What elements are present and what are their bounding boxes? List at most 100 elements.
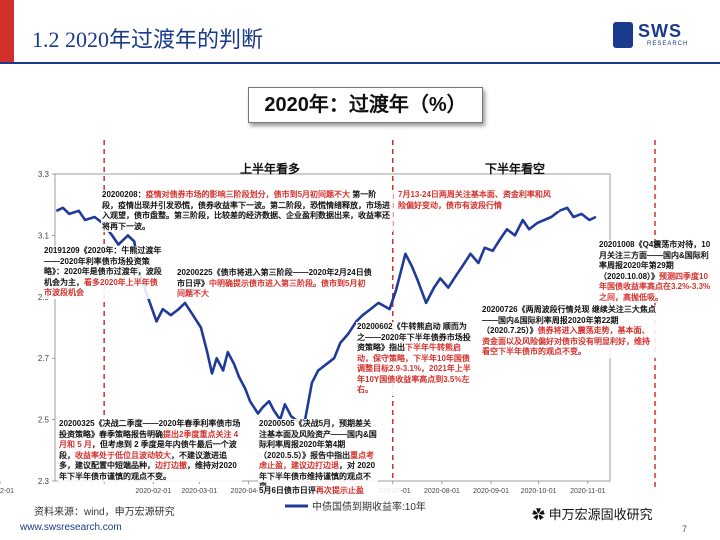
annotation-highlight: 下半年牛转熊启动，保守策略，下半年10年国债调整目标2.9-3.1%，2021年… [357,343,471,394]
annotation-highlight: 中明确提示债市进入第三阶段。债市到5月初间题不大 [177,278,366,299]
series-point [417,280,419,283]
series-point [311,382,313,384]
annotation-20191209: 20191209《2020年：牛熊过渡年——2020年利率债市场投资策略》：20… [43,246,165,299]
annotation-0506: 5月6日债市日评再次提示止盈 [258,486,400,497]
annotation-highlight: 再次提示止盈 [315,486,364,495]
series-point [268,400,270,402]
series-point [55,210,58,212]
series-point [192,314,194,316]
annotation-text: 20200726《两周波段行情兑现 继续关注三大焦点——国内&国际利率周报202… [482,305,656,335]
annotation-text: ，维持对2020年下半年债市谨慎的观点不变。 [59,461,237,481]
annotation-text: 20200208： [102,190,146,199]
annotation-text: 5月6日债市日评 [259,486,316,495]
series-point [411,265,413,267]
series-point [425,302,427,304]
series-point [362,314,364,316]
sws-logo-icon [613,22,633,48]
series-point [355,320,357,322]
series-point [262,406,264,408]
series-point [170,314,172,316]
annotation-text: 20201008《Q4震荡市对待，10月关注三方面——国内&国际利率周报2020… [599,240,711,281]
annotation-20200726: 20200726《两周波段行情兑现 继续关注三大焦点——国内&国际利率周报202… [481,305,657,358]
logo-subtext: RESEARCH [647,41,689,47]
x-tick-label: 2020-02-01 [135,488,171,495]
chart-title-box: 2020年：过渡年（%） [248,87,483,123]
series-point [506,228,508,230]
series-point [499,237,502,240]
annotation-text: 20191209《2020年：牛熊过渡年——2020年利率债市场投资策略》：20… [44,246,162,287]
x-tick-label: 2020-09-01 [473,488,509,495]
series-point [447,286,449,289]
series-point [404,253,407,255]
series-point [94,216,96,218]
annotation-highlight: 预测四季度10年国债收益率高点在3.2%-3.3%之间， [599,271,711,302]
x-tick-label: 2020-10-01 [521,488,557,495]
series-point [339,342,342,344]
second-half-label: 下半年看空 [485,162,546,176]
series-point [273,409,275,411]
series-point [257,412,259,415]
annotation-highlight: 提出2季度重点关注 4月和 5 月 [59,429,239,450]
series-point [566,207,568,209]
wechat-label: ✿ 申万宏源固收研究 [532,507,653,522]
series-point [461,265,464,267]
annotation-highlight: 重点考虑止盈，建议边打边退 [259,450,375,471]
series-point [127,234,129,236]
annotation-0713: 7月13-24日两周关注基本面、资金利率和风险偏好变动，债市有波段行情 [397,190,559,211]
annotation-text: 20200225《债市将进入第三阶段——2020年2月24日债市日评》 [177,268,372,288]
series-point [400,271,402,273]
series-point [528,228,530,230]
series-point [111,234,113,236]
first-half-label: 上半年看多 [240,162,301,176]
series-point [347,333,349,335]
source-note: 资料来源：wind，申万宏源研究 [34,507,175,518]
annotation-highlight: 7月13-24日两周关注基本面、资金利率和风险偏好变动，债市有波段行情 [398,190,551,210]
series-point [595,216,597,218]
legend-label: 中债国债到期收益率:10年 [312,500,426,513]
series-point [133,240,135,243]
sws-logo: SWS RESEARCH [613,20,705,50]
series-point [222,369,224,372]
series-point [317,369,319,372]
series-point [78,210,80,212]
series-point [227,351,229,353]
x-tick-label: 2020-04-01 [231,488,267,495]
annotation-20200505: 20200505《决战5月，预期差关注基本面及风险资产——国内&国际利率周报20… [258,419,378,493]
series-point [580,213,583,215]
series-point [206,351,208,353]
series-point [433,286,435,289]
series-point [369,308,372,310]
annotation-20200325: 20200325《决战二季度——2020年春季利率债市场投资策略》春季策略报告明… [58,419,242,482]
series-point [184,302,186,304]
website-link[interactable]: www.swsresearch.com [20,522,122,533]
series-point [484,247,486,249]
series-point [211,372,213,375]
y-tick-label: 2.5 [38,416,50,425]
series-point [62,207,64,209]
y-tick-label: 2.3 [38,477,50,486]
series-point [249,400,251,402]
annotation-highlight: 收益率处于低位且波动较大 [75,450,171,460]
x-tick-label: 2020-11-01 [570,488,605,495]
series-point [200,326,202,329]
annotation-text: ，但考虑到 2 季度是年内债牛最后一个波段， [59,440,237,460]
series-point [588,219,590,221]
series-point [395,290,397,292]
series-point [572,216,575,218]
series-point [377,302,380,304]
annotation-text: 20200505《决战5月，预期差关注基本面及风险资产——国内&国际利率周报20… [259,419,377,460]
annotation-text: 20200325《决战二季度——2020年春季利率债市场投资策略》春季策略报告明… [59,419,241,439]
series-point [284,403,286,405]
annotation-20200208: 20200208：疫情对债券市场的影响三阶段划分，债市到5月初间题不大 第一阶段… [101,190,393,232]
series-point [439,277,441,279]
logo-text: SWS [638,21,683,41]
series-point [388,308,391,310]
series-point [522,219,524,221]
series-point [244,388,246,390]
page-title: 1.2 2020年过渡年的判断 [32,27,264,52]
y-tick-label: 2.7 [38,354,50,363]
series-point [514,234,516,236]
page-number: 7 [682,524,688,534]
y-tick-label: 3.1 [38,231,50,240]
series-point [333,357,335,359]
